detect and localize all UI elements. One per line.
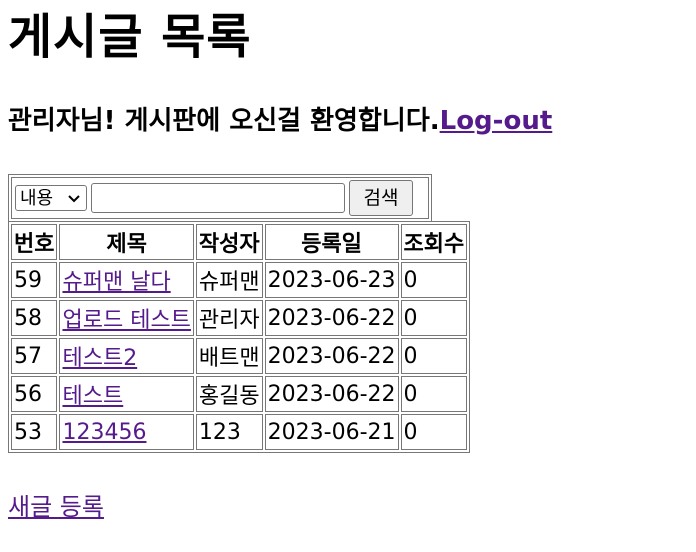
post-date: 2023-06-22	[264, 300, 399, 336]
post-title-cell: 테스트	[59, 376, 194, 412]
post-date: 2023-06-22	[264, 338, 399, 374]
column-header-writer: 작성자	[195, 224, 263, 260]
post-number: 58	[11, 300, 58, 336]
post-views: 0	[400, 262, 468, 298]
welcome-text: 관리자님! 게시판에 오신걸 환영합니다.	[8, 106, 440, 136]
post-views: 0	[400, 376, 468, 412]
table-row: 57 테스트2 배트맨 2023-06-22 0	[11, 338, 468, 374]
search-form: 내용 검색	[8, 174, 432, 222]
logout-link[interactable]: Log-out	[439, 106, 553, 136]
table-header-row: 번호 제목 작성자 등록일 조회수	[11, 224, 468, 260]
column-header-date: 등록일	[264, 224, 399, 260]
search-cell: 내용 검색	[11, 177, 429, 219]
table-row: 58 업로드 테스트 관리자 2023-06-22 0	[11, 300, 468, 336]
search-button[interactable]: 검색	[349, 180, 413, 216]
post-date: 2023-06-22	[264, 376, 399, 412]
page-title: 게시글 목록	[8, 9, 252, 65]
column-header-number: 번호	[11, 224, 58, 260]
post-date: 2023-06-21	[264, 414, 399, 450]
search-input[interactable]	[91, 183, 345, 213]
post-date: 2023-06-23	[264, 262, 399, 298]
post-title-link[interactable]: 테스트	[62, 384, 124, 409]
post-title-link[interactable]: 123456	[62, 419, 147, 445]
new-post-link[interactable]: 새글 등록	[8, 493, 104, 521]
post-views: 0	[400, 300, 468, 336]
post-writer: 홍길동	[195, 376, 263, 412]
chevron-down-icon	[67, 186, 81, 222]
post-number: 53	[11, 414, 58, 450]
post-writer: 배트맨	[195, 338, 263, 374]
post-number: 56	[11, 376, 58, 412]
post-writer: 관리자	[195, 300, 263, 336]
post-table: 번호 제목 작성자 등록일 조회수 59 슈퍼맨 날다 슈퍼맨 2023-06-23 0 58 업로…	[8, 221, 471, 453]
table-row: 53 123456 123 2023-06-21 0	[11, 414, 468, 450]
table-body: 59 슈퍼맨 날다 슈퍼맨 2023-06-23 0 58 업로드 테스트 관리자 2023-0…	[11, 262, 468, 450]
search-field-selected: 내용	[20, 188, 54, 209]
post-title-link[interactable]: 테스트2	[62, 346, 138, 371]
post-writer: 슈퍼맨	[195, 262, 263, 298]
post-writer: 123	[195, 414, 263, 450]
post-title-cell: 테스트2	[59, 338, 194, 374]
post-number: 57	[11, 338, 58, 374]
post-title-cell: 123456	[59, 414, 194, 450]
welcome-line: 관리자님! 게시판에 오신걸 환영합니다.Log-out	[8, 104, 696, 138]
search-field-select[interactable]: 내용	[15, 185, 87, 211]
table-row: 59 슈퍼맨 날다 슈퍼맨 2023-06-23 0	[11, 262, 468, 298]
post-title-cell: 슈퍼맨 날다	[59, 262, 194, 298]
table-row: 56 테스트 홍길동 2023-06-22 0	[11, 376, 468, 412]
post-title-link[interactable]: 슈퍼맨 날다	[62, 270, 171, 295]
post-views: 0	[400, 338, 468, 374]
post-title-cell: 업로드 테스트	[59, 300, 194, 336]
post-views: 0	[400, 414, 468, 450]
column-header-title: 제목	[59, 224, 194, 260]
post-number: 59	[11, 262, 58, 298]
column-header-views: 조회수	[400, 224, 468, 260]
post-title-link[interactable]: 업로드 테스트	[62, 308, 191, 333]
